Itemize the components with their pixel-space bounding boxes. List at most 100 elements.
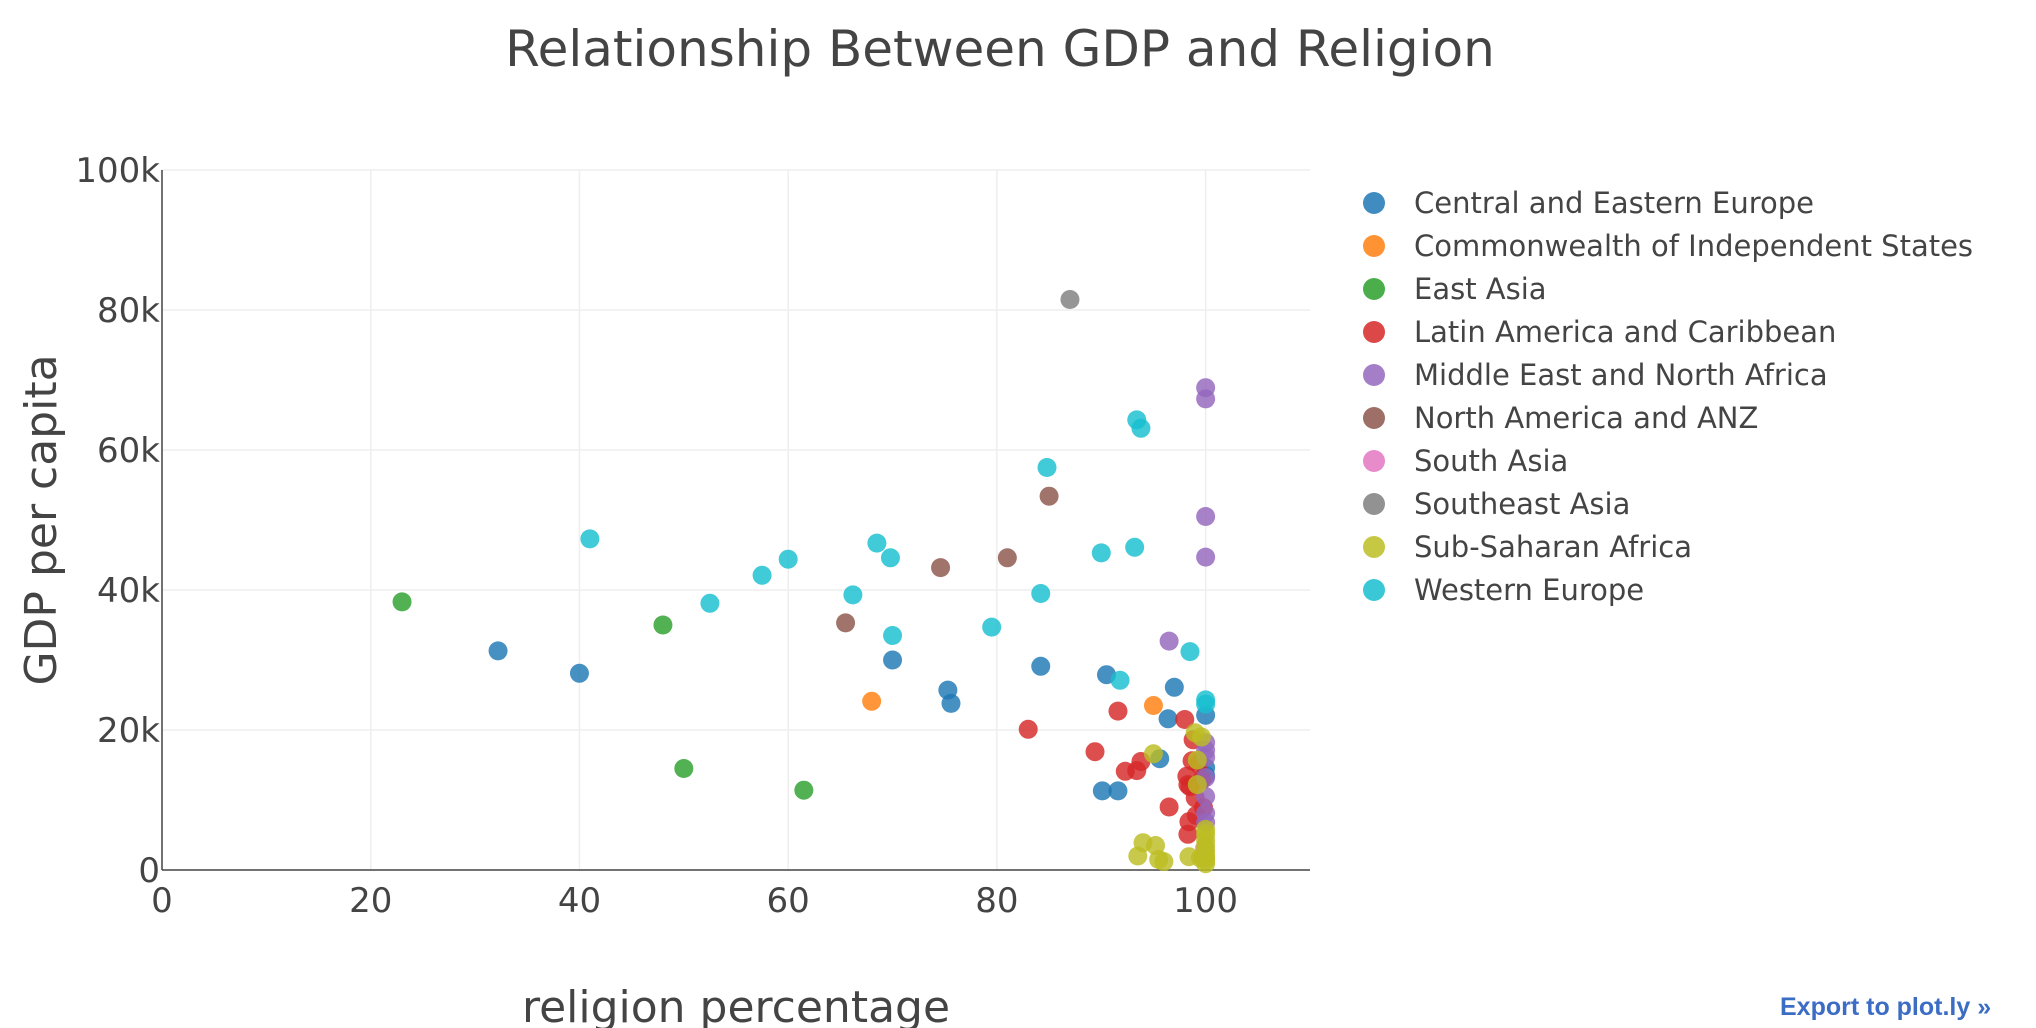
legend-marker <box>1363 536 1385 558</box>
data-point[interactable] <box>1031 656 1051 676</box>
data-point[interactable] <box>1154 852 1174 872</box>
series-southeast-asia <box>1060 290 1080 309</box>
x-tick-label: 60 <box>767 881 810 921</box>
data-point[interactable] <box>1131 418 1151 438</box>
x-tick-label: 40 <box>558 881 601 921</box>
data-point[interactable] <box>1158 709 1178 729</box>
data-point[interactable] <box>843 585 863 605</box>
series-central-and-eastern-europe <box>488 641 1216 801</box>
legend-item[interactable]: Latin America and Caribbean <box>1363 315 1836 349</box>
legend-label: Western Europe <box>1414 573 1644 607</box>
x-tick-label: 0 <box>151 881 173 921</box>
legend-marker <box>1363 278 1385 300</box>
tick-labels: 0 20 40 60 80 100 0 20k 40k 60k 80k 100k <box>75 151 1238 921</box>
data-point[interactable] <box>862 691 882 711</box>
legend[interactable]: Central and Eastern Europe Commonwealth o… <box>1363 186 1973 607</box>
x-tick-label: 80 <box>975 881 1018 921</box>
series-western-europe <box>580 410 1216 714</box>
data-point[interactable] <box>1039 486 1059 506</box>
legend-item[interactable]: South Asia <box>1363 444 1568 478</box>
data-point[interactable] <box>1031 584 1051 603</box>
data-point[interactable] <box>1196 854 1216 874</box>
data-point[interactable] <box>1159 797 1179 817</box>
data-point[interactable] <box>1092 781 1112 801</box>
data-point[interactable] <box>1018 719 1038 739</box>
legend-item[interactable]: Western Europe <box>1363 573 1644 607</box>
data-point[interactable] <box>883 650 903 670</box>
legend-item[interactable]: Commonwealth of Independent States <box>1363 229 1973 263</box>
data-point[interactable] <box>1178 824 1198 844</box>
data-point[interactable] <box>880 548 900 568</box>
data-point[interactable] <box>941 693 961 713</box>
series-sub-saharan-africa <box>1128 723 1216 874</box>
legend-item[interactable]: North America and ANZ <box>1363 401 1758 435</box>
data-point[interactable] <box>752 565 772 585</box>
legend-marker <box>1363 235 1385 257</box>
y-tick-label: 0 <box>138 851 160 891</box>
x-tick-label: 20 <box>349 881 392 921</box>
series-east-asia <box>392 592 814 800</box>
data-point[interactable] <box>982 617 1002 637</box>
plot-area <box>392 290 1216 874</box>
data-point[interactable] <box>1143 744 1163 764</box>
legend-label: North America and ANZ <box>1414 401 1758 435</box>
data-point[interactable] <box>674 759 694 778</box>
legend-item[interactable]: Sub-Saharan Africa <box>1363 530 1692 564</box>
legend-label: Sub-Saharan Africa <box>1414 530 1692 564</box>
data-point[interactable] <box>700 593 720 613</box>
data-point[interactable] <box>867 533 887 553</box>
x-tick-label: 100 <box>1173 881 1238 921</box>
legend-marker <box>1363 579 1385 601</box>
data-point[interactable] <box>1196 547 1216 567</box>
data-point[interactable] <box>1085 742 1105 762</box>
legend-item[interactable]: East Asia <box>1363 272 1547 306</box>
data-point[interactable] <box>778 549 798 569</box>
data-point[interactable] <box>580 529 600 549</box>
data-point[interactable] <box>488 641 508 661</box>
data-point[interactable] <box>1143 696 1163 715</box>
data-point[interactable] <box>1125 537 1145 557</box>
data-point[interactable] <box>1196 694 1216 714</box>
data-point[interactable] <box>883 626 903 645</box>
legend-marker <box>1363 192 1385 214</box>
data-point[interactable] <box>1175 710 1195 729</box>
legend-marker <box>1363 493 1385 515</box>
data-point[interactable] <box>794 780 814 800</box>
data-point[interactable] <box>392 592 412 612</box>
data-point[interactable] <box>1159 631 1179 651</box>
legend-marker <box>1363 450 1385 472</box>
data-point[interactable] <box>997 548 1017 568</box>
legend-item[interactable]: Southeast Asia <box>1363 487 1630 521</box>
data-point[interactable] <box>1196 507 1216 526</box>
legend-marker <box>1363 364 1385 386</box>
y-tick-label: 80k <box>97 291 160 331</box>
data-point[interactable] <box>1187 775 1207 795</box>
data-point[interactable] <box>836 613 856 633</box>
data-point[interactable] <box>1108 701 1128 721</box>
data-point[interactable] <box>931 558 951 578</box>
y-tick-label: 60k <box>97 431 160 471</box>
x-axis-title: religion percentage <box>522 982 950 1028</box>
legend-item[interactable]: Central and Eastern Europe <box>1363 186 1814 220</box>
legend-item[interactable]: Middle East and North Africa <box>1363 358 1828 392</box>
data-point[interactable] <box>1091 543 1111 563</box>
data-point[interactable] <box>1037 458 1057 477</box>
axes <box>161 170 1310 871</box>
data-point[interactable] <box>653 615 673 635</box>
data-point[interactable] <box>569 663 589 683</box>
data-point[interactable] <box>1060 290 1080 309</box>
data-point[interactable] <box>1191 727 1211 747</box>
y-tick-label: 40k <box>97 571 160 611</box>
series-north-america-and-anz <box>836 486 1059 633</box>
data-point[interactable] <box>1110 670 1130 690</box>
data-point[interactable] <box>1187 750 1207 770</box>
data-point[interactable] <box>1164 677 1184 697</box>
y-tick-label: 20k <box>97 711 160 751</box>
data-point[interactable] <box>1180 642 1200 662</box>
data-point[interactable] <box>1196 389 1216 409</box>
y-tick-label: 100k <box>75 151 160 191</box>
export-to-plotly-link[interactable]: Export to plot.ly » <box>1780 993 1992 1021</box>
data-point[interactable] <box>1108 781 1128 801</box>
